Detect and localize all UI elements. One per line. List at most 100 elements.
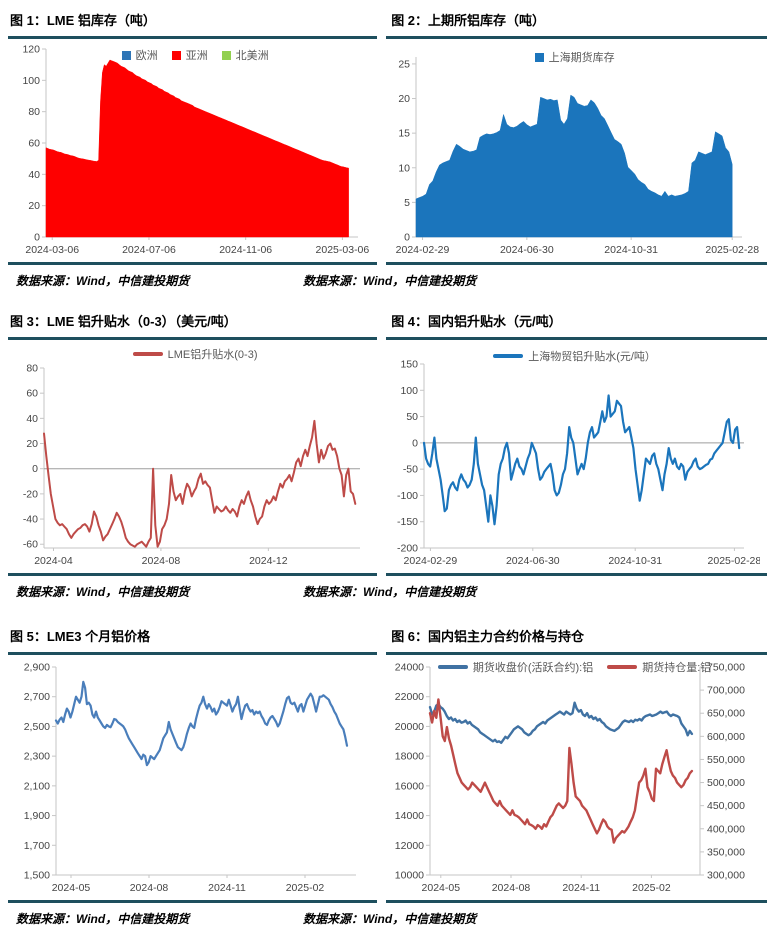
svg-text:2024-11: 2024-11 [208, 882, 246, 894]
title-divider [8, 337, 767, 340]
svg-text:2,900: 2,900 [24, 662, 50, 674]
charts-row: 1,500 1,700 1,900 2,100 2,300 2,500 2,700 2,900… [8, 655, 767, 900]
svg-text:20000: 20000 [395, 721, 424, 733]
bottom-divider [8, 262, 767, 265]
chart-1-cell: 欧洲 亚洲 北美洲 0 20 40 60 80 100 120 2024-03-06 2024-07… [8, 43, 382, 262]
titles-row: 图 3：LME 铝升贴水（0-3）（美元/吨） 图 4：国内铝升贴水（元/吨） [8, 309, 767, 337]
svg-text:2,100: 2,100 [24, 780, 50, 792]
chart-6-cell: 期货收盘价(活跃合约):铝 期货持仓量:铝 10000 12000 14000 1600… [382, 659, 767, 900]
svg-text:60: 60 [28, 138, 40, 150]
svg-text:2024-04: 2024-04 [34, 555, 73, 567]
svg-text:40: 40 [26, 413, 38, 425]
svg-text:-150: -150 [397, 516, 418, 528]
svg-text:15: 15 [398, 128, 410, 140]
figure-2-title: 图 2：上期所铝库存（吨） [391, 13, 546, 28]
svg-text:2024-05: 2024-05 [422, 882, 461, 894]
chart-3-cell: LME铝升贴水(0-3) -60 -40 -20 0 20 40 60 80 2024-04 20… [8, 344, 382, 573]
figure-row-3: 图 5：LME3 个月铝价格 图 6：国内铝主力合约价格与持仓 1,500 1,7… [8, 624, 767, 933]
svg-text:1,500: 1,500 [24, 870, 50, 882]
svg-text:750,000: 750,000 [707, 662, 745, 674]
svg-text:-20: -20 [23, 488, 38, 500]
svg-text:18000: 18000 [395, 751, 424, 763]
svg-text:2024-10-31: 2024-10-31 [604, 244, 658, 256]
svg-text:0: 0 [32, 463, 38, 475]
svg-text:600,000: 600,000 [707, 731, 745, 743]
svg-text:2024-10-31: 2024-10-31 [609, 555, 663, 567]
bottom-divider [8, 900, 767, 903]
svg-text:-50: -50 [403, 464, 418, 476]
svg-text:2024-08: 2024-08 [130, 882, 169, 894]
chart-2-cell: 上海期货库存 0 5 10 15 20 25 2024-02-29 2024-06-30 202… [382, 43, 767, 262]
svg-text:2025-02-28: 2025-02-28 [708, 555, 760, 567]
svg-text:14000: 14000 [395, 810, 424, 822]
svg-text:80: 80 [26, 363, 38, 375]
title-divider [8, 652, 767, 655]
svg-text:2,500: 2,500 [24, 721, 50, 733]
svg-text:22000: 22000 [395, 691, 424, 703]
svg-text:16000: 16000 [395, 780, 424, 792]
svg-text:40: 40 [28, 169, 40, 181]
svg-text:2,300: 2,300 [24, 751, 50, 763]
svg-text:2025-02-28: 2025-02-28 [706, 244, 760, 256]
svg-text:650,000: 650,000 [707, 708, 745, 720]
svg-text:1,700: 1,700 [24, 840, 50, 852]
svg-text:2024-02-29: 2024-02-29 [396, 244, 450, 256]
sources-row: 数据来源：Wind，中信建投期货 数据来源：Wind，中信建投期货 [8, 576, 767, 606]
svg-text:-100: -100 [397, 490, 418, 502]
svg-text:24000: 24000 [395, 662, 424, 674]
figure-3-source: 数据来源：Wind，中信建投期货 [16, 585, 190, 599]
svg-text:2024-08: 2024-08 [142, 555, 181, 567]
figure-5-title: 图 5：LME3 个月铝价格 [10, 629, 151, 644]
figure-4-title: 图 4：国内铝升贴水（元/吨） [391, 314, 562, 329]
figure-6-source: 数据来源：Wind，中信建投期货 [303, 912, 477, 926]
svg-text:2025-03-06: 2025-03-06 [316, 244, 370, 256]
svg-text:60: 60 [26, 388, 38, 400]
titles-row: 图 1：LME 铝库存（吨） 图 2：上期所铝库存（吨） [8, 8, 767, 36]
svg-text:5: 5 [404, 197, 410, 209]
svg-text:0: 0 [412, 437, 418, 449]
titles-row: 图 5：LME3 个月铝价格 图 6：国内铝主力合约价格与持仓 [8, 624, 767, 652]
svg-text:2024-11: 2024-11 [562, 882, 600, 894]
svg-text:2024-03-06: 2024-03-06 [25, 244, 79, 256]
svg-text:2024-06-30: 2024-06-30 [500, 244, 554, 256]
figure-row-2: 图 3：LME 铝升贴水（0-3）（美元/吨） 图 4：国内铝升贴水（元/吨） … [8, 309, 767, 606]
chart-6-canvas: 10000 12000 14000 16000 18000 20000 22000 24000… [395, 662, 745, 895]
svg-text:80: 80 [28, 106, 40, 118]
chart-4-cell: 上海物贸铝升贴水(元/吨） -200 -150 -100 -50 0 50 100 150 20… [382, 344, 767, 573]
svg-text:300,000: 300,000 [707, 870, 745, 882]
svg-text:20: 20 [398, 93, 410, 105]
charts-row: 欧洲 亚洲 北美洲 0 20 40 60 80 100 120 2024-03-06 2024-07… [8, 39, 767, 262]
chart-2-canvas: 0 5 10 15 20 25 2024-02-29 2024-06-30 2024-10-31… [396, 57, 760, 256]
chart-3-canvas: -60 -40 -20 0 20 40 60 80 2024-04 2024-08 2024-12 [23, 363, 360, 567]
figure-4-source: 数据来源：Wind，中信建投期货 [303, 585, 477, 599]
svg-text:50: 50 [406, 411, 418, 423]
figure-row-1: 图 1：LME 铝库存（吨） 图 2：上期所铝库存（吨） 欧洲 亚洲 北美洲 0 20… [8, 8, 767, 295]
svg-text:120: 120 [22, 44, 40, 56]
svg-text:2025-02: 2025-02 [632, 882, 671, 894]
svg-text:0: 0 [34, 232, 40, 244]
sources-row: 数据来源：Wind，中信建投期货 数据来源：Wind，中信建投期货 [8, 903, 767, 933]
svg-text:20: 20 [28, 200, 40, 212]
svg-text:100: 100 [401, 385, 419, 397]
svg-text:-200: -200 [397, 543, 418, 555]
svg-text:500,000: 500,000 [707, 777, 745, 789]
svg-text:-40: -40 [23, 514, 38, 526]
svg-text:2025-02: 2025-02 [286, 882, 325, 894]
svg-text:450,000: 450,000 [707, 800, 745, 812]
svg-text:25: 25 [398, 58, 410, 70]
svg-text:2024-11-06: 2024-11-06 [219, 244, 272, 256]
svg-text:550,000: 550,000 [707, 754, 745, 766]
figure-3-title: 图 3：LME 铝升贴水（0-3）（美元/吨） [10, 314, 237, 329]
svg-text:100: 100 [22, 75, 40, 87]
svg-text:400,000: 400,000 [707, 823, 745, 835]
svg-text:10000: 10000 [395, 870, 424, 882]
svg-text:2024-12: 2024-12 [249, 555, 288, 567]
svg-text:20: 20 [26, 438, 38, 450]
sources-row: 数据来源：Wind，中信建投期货 数据来源：Wind，中信建投期货 [8, 265, 767, 295]
svg-text:2024-05: 2024-05 [52, 882, 91, 894]
chart-1-canvas: 0 20 40 60 80 100 120 2024-03-06 2024-07-06 2024-… [22, 44, 370, 257]
charts-row: LME铝升贴水(0-3) -60 -40 -20 0 20 40 60 80 2024-04 20… [8, 340, 767, 573]
figure-5-source: 数据来源：Wind，中信建投期货 [16, 912, 190, 926]
svg-text:1,900: 1,900 [24, 810, 50, 822]
